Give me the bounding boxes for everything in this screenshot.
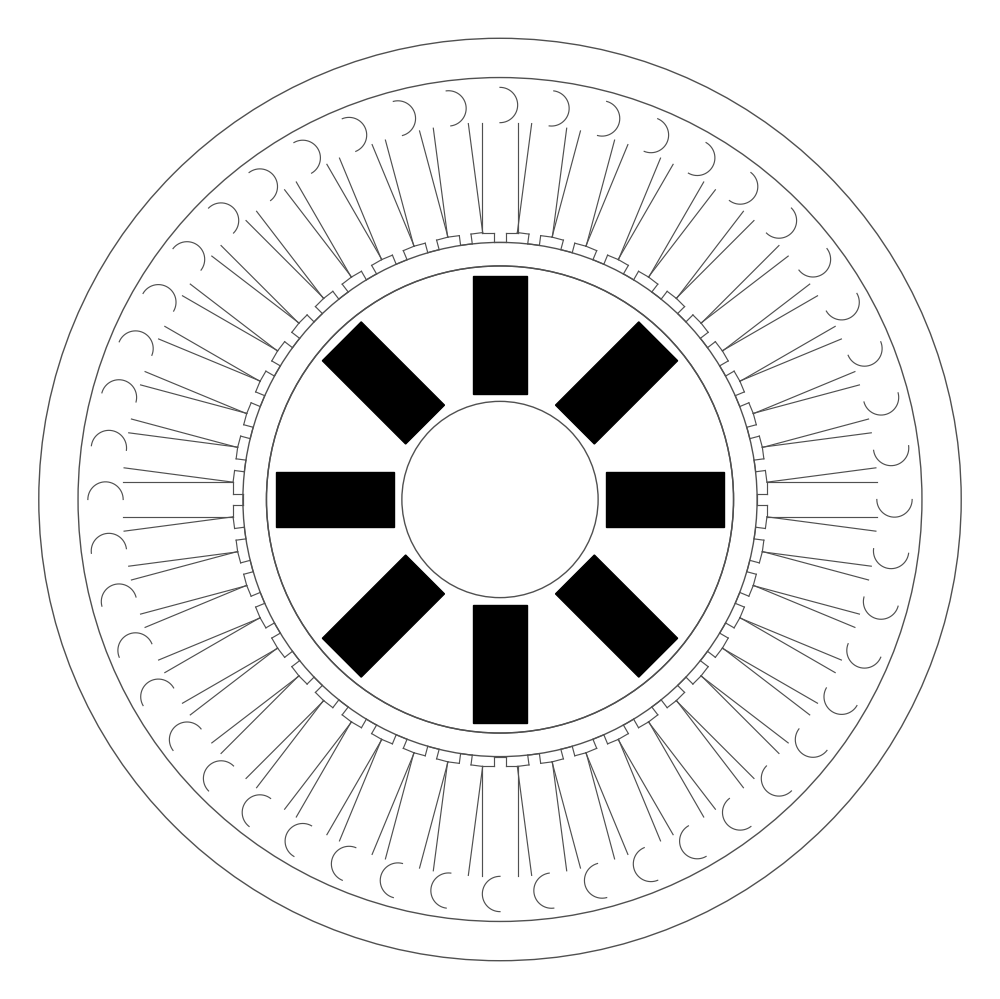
Polygon shape	[556, 322, 678, 444]
Polygon shape	[322, 322, 444, 444]
Polygon shape	[606, 472, 724, 527]
Polygon shape	[276, 472, 394, 527]
Polygon shape	[322, 555, 444, 677]
Circle shape	[402, 402, 598, 597]
Polygon shape	[473, 605, 527, 723]
Circle shape	[266, 266, 734, 733]
Polygon shape	[556, 555, 678, 677]
Polygon shape	[473, 276, 527, 394]
